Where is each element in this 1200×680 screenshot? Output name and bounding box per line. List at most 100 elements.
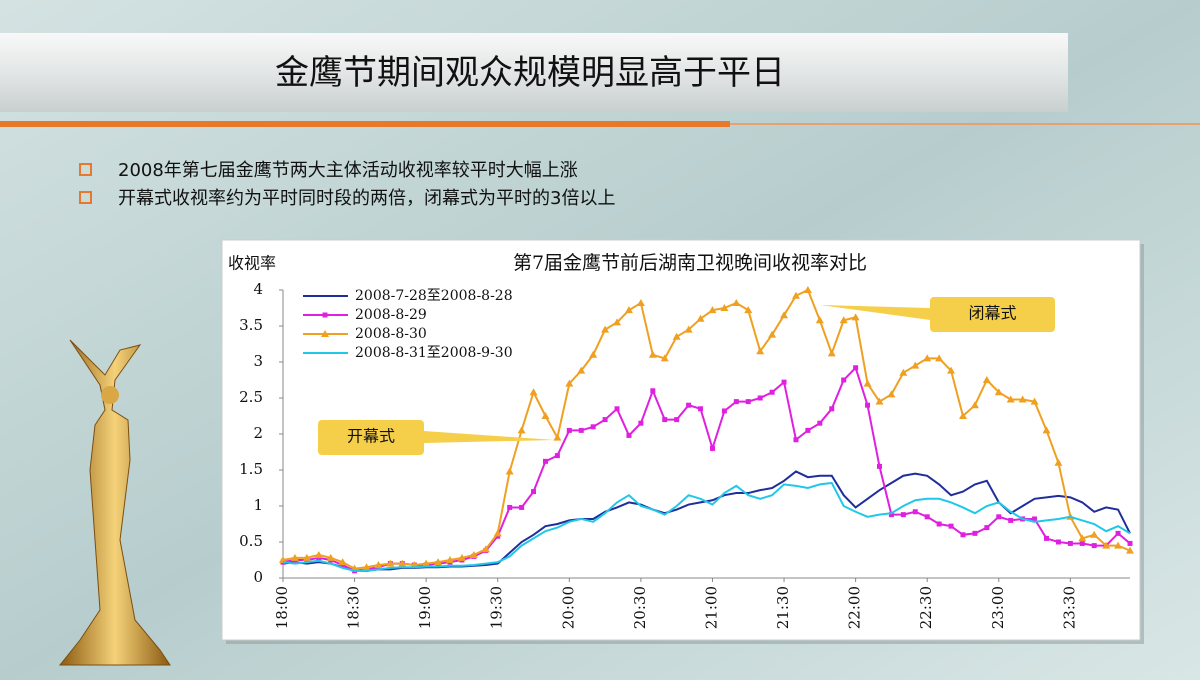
marker: [507, 504, 513, 510]
marker: [815, 316, 824, 324]
y-tick-label: 4: [253, 280, 263, 298]
marker: [493, 529, 502, 537]
legend-label: 2008-8-29: [355, 307, 427, 323]
marker: [1127, 540, 1133, 546]
marker: [553, 433, 562, 441]
marker: [851, 313, 860, 321]
plot: 0 0.5 1 1.5 2 2.5 3 3.5 4 18:00 18:30 19:00 19:30 20:…: [239, 280, 1134, 629]
marker: [578, 427, 584, 433]
marker: [733, 399, 739, 405]
x-tick-label: 23:00: [989, 586, 1007, 629]
marker: [554, 453, 560, 459]
marker: [529, 388, 538, 396]
marker: [1114, 541, 1123, 549]
marker: [781, 379, 787, 385]
slide-title: 金鹰节期间观众规模明显高于平日: [275, 53, 785, 93]
marker: [386, 559, 395, 567]
title-rule-thin: [730, 123, 1200, 125]
y-axis-label: 收视率: [228, 254, 276, 273]
x-tick-label: 20:00: [559, 586, 577, 629]
marker: [708, 306, 717, 314]
marker: [768, 330, 777, 338]
marker: [709, 445, 715, 451]
marker: [1043, 535, 1049, 541]
marker: [374, 561, 383, 569]
marker: [757, 395, 763, 401]
marker: [911, 361, 920, 369]
marker: [686, 402, 692, 408]
marker: [958, 412, 967, 419]
y-tick-label: 0: [253, 568, 263, 586]
marker: [662, 417, 668, 423]
marker: [1006, 395, 1015, 403]
marker: [923, 354, 932, 362]
x-tick-label: 20:30: [631, 586, 649, 629]
marker: [648, 350, 657, 358]
marker: [505, 467, 514, 475]
marker: [577, 366, 586, 374]
marker: [601, 325, 610, 333]
series-line: [282, 481, 1131, 572]
marker: [614, 406, 620, 412]
marker: [948, 523, 954, 529]
marker: [434, 558, 443, 566]
marker: [1030, 397, 1039, 405]
marker: [982, 376, 991, 383]
chart-title: 第7届金鹰节前后湖南卫视晚间收视率对比: [513, 252, 867, 274]
marker: [769, 389, 775, 395]
marker: [876, 463, 882, 469]
marker: [541, 412, 550, 419]
marker: [1008, 517, 1014, 523]
marker: [805, 427, 811, 433]
legend-marker: [321, 330, 329, 337]
title-band: [0, 33, 1068, 112]
x-tick-label: 21:00: [702, 586, 720, 629]
marker: [1042, 426, 1051, 434]
marker: [1126, 546, 1134, 554]
marker: [899, 368, 908, 376]
bullet: 开幕式收视率约为平时同时段的两倍，闭幕式为平时的3倍以上: [118, 188, 615, 209]
legend-label: 2008-8-31至2008-9-30: [355, 345, 513, 361]
callout-text: 开幕式: [347, 427, 395, 446]
marker: [829, 406, 835, 412]
marker: [1090, 530, 1099, 538]
marker: [519, 504, 525, 510]
marker: [839, 316, 848, 324]
marker: [566, 427, 572, 433]
marker: [827, 349, 836, 357]
x-tick-label: 23:30: [1060, 586, 1078, 629]
bullet: 2008年第七届金鹰节两大主体活动收视率较平时大幅上涨: [118, 160, 578, 181]
marker: [684, 325, 693, 333]
marker: [422, 559, 431, 567]
marker: [1091, 543, 1097, 549]
bullet-icon: [79, 191, 92, 204]
callout-pointer: [424, 431, 555, 443]
marker: [887, 390, 896, 398]
marker: [984, 525, 990, 531]
marker: [780, 311, 789, 319]
x-tick-label: 22:00: [846, 586, 864, 629]
marker: [590, 424, 596, 430]
marker: [698, 406, 704, 412]
marker: [745, 399, 751, 405]
marker: [732, 298, 741, 306]
marker: [1018, 395, 1027, 403]
marker: [650, 388, 656, 394]
marker: [638, 420, 644, 426]
marker: [446, 556, 455, 563]
marker: [817, 420, 823, 426]
x-tick-label: 18:00: [273, 586, 291, 629]
bullet-icon: [79, 163, 92, 176]
marker: [613, 318, 622, 326]
legend-label: 2008-8-30: [355, 326, 427, 342]
marker: [624, 306, 633, 314]
marker: [756, 347, 765, 355]
marker: [660, 354, 669, 362]
legend-label: 2008-7-28至2008-8-28: [355, 288, 513, 304]
marker: [1067, 540, 1073, 546]
y-tick-label: 0.5: [239, 532, 263, 550]
marker: [803, 286, 812, 293]
marker: [326, 553, 335, 561]
marker: [1079, 540, 1085, 546]
